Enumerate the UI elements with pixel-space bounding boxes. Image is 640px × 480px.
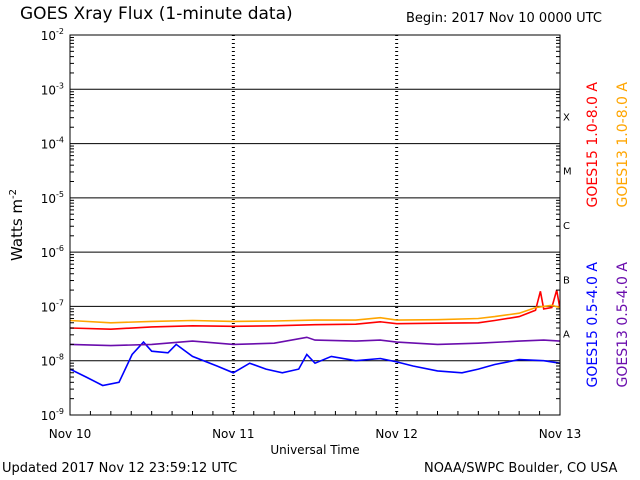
series-line (70, 336, 560, 347)
noaa-credit: NOAA/SWPC Boulder, CO USA (424, 461, 618, 476)
flare-class-label: A (563, 330, 570, 341)
x-tick-label: Nov 13 (539, 427, 582, 441)
series-line (70, 304, 560, 324)
begin-date: Begin: 2017 Nov 10 0000 UTC (406, 11, 602, 26)
y-tick-label: 10-3 (41, 81, 64, 97)
y-tick-label: 10-7 (41, 298, 64, 314)
legend-entry: GOES13 0.5-4.0 A (615, 262, 631, 388)
y-tick-label: 10-2 (41, 27, 64, 43)
legend-entry: GOES15 1.0-8.0 A (585, 82, 601, 208)
grid-lines (70, 35, 560, 415)
y-tick-label: 10-5 (41, 190, 64, 206)
updated-timestamp: Updated 2017 Nov 12 23:59:12 UTC (2, 461, 238, 476)
y-axis-label: Watts m-2 (8, 189, 26, 261)
x-tick-label: Nov 12 (375, 427, 418, 441)
x-tick-label: Nov 11 (212, 427, 255, 441)
x-tick-label: Nov 10 (49, 427, 92, 441)
series-lines (70, 289, 560, 387)
flare-class-label: B (563, 275, 570, 286)
x-axis-label: Universal Time (270, 443, 359, 457)
x-axis: Nov 10 Nov 11 Nov 12 Nov 13 (49, 411, 582, 441)
legend-entry: GOES13 1.0-8.0 A (615, 82, 631, 208)
y-tick-label: 10-4 (41, 136, 64, 152)
y-tick-label: 10-6 (41, 244, 64, 260)
flare-class-label: X (563, 112, 570, 123)
y-axis: 10-2 10-3 10-4 10-5 10-6 10-7 10-8 10-9 (41, 27, 560, 423)
plot-frame (69, 34, 561, 416)
series-line (70, 340, 560, 387)
chart-title: GOES Xray Flux (1-minute data) (20, 4, 293, 24)
flare-class-label: M (563, 167, 572, 178)
legend-entry: GOES15 0.5-4.0 A (585, 262, 601, 388)
series-line (70, 289, 560, 331)
legend: GOES15 1.0-8.0 A GOES13 1.0-8.0 A GOES15 0… (585, 82, 631, 388)
flare-class-label: C (563, 221, 570, 232)
flare-class-labels: X M C B A (563, 112, 572, 340)
y-tick-label: 10-8 (41, 353, 64, 369)
y-tick-label: 10-9 (41, 407, 64, 423)
